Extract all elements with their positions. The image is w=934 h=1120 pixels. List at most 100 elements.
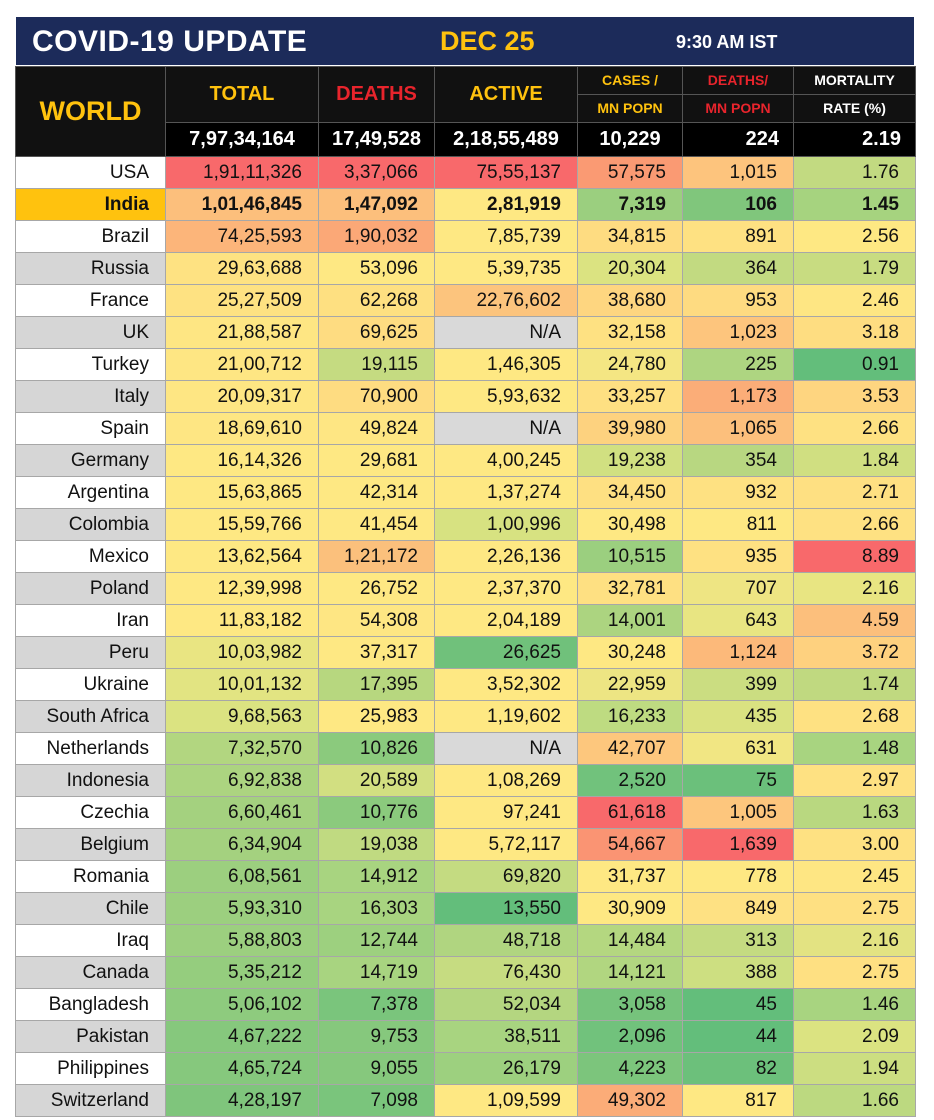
cell-cases-mn: 2,096 xyxy=(577,1020,683,1053)
country-row-italy: Italy 20,09,317 70,900 5,93,632 33,257 1,173 3… xyxy=(15,380,916,413)
country-row-indonesia: Indonesia 6,92,838 20,589 1,08,269 2,520 75 2.… xyxy=(15,764,916,797)
world-deaths-mn-value: 224 xyxy=(682,122,794,157)
cell-total: 10,01,132 xyxy=(165,668,319,701)
header-deaths-mn-label-1: DEATHS/ xyxy=(707,71,769,88)
cell-deaths-mn: 1,005 xyxy=(682,796,794,829)
cell-active: 22,76,602 xyxy=(434,284,578,317)
cell-total: 15,63,865 xyxy=(165,476,319,509)
cell-deaths-mn: 1,639 xyxy=(682,828,794,861)
country-row-netherlands: Netherlands 7,32,570 10,826 N/A 42,707 631 1.4… xyxy=(15,732,916,765)
cell-mortality: 1.79 xyxy=(793,252,916,285)
cell-cases-mn: 22,959 xyxy=(577,668,683,701)
country-row-brazil: Brazil 74,25,593 1,90,032 7,85,739 34,815 891… xyxy=(15,220,916,253)
cell-total: 1,91,11,326 xyxy=(165,156,319,189)
cell-total: 25,27,509 xyxy=(165,284,319,317)
cell-cases-mn: 10,515 xyxy=(577,540,683,573)
cell-total: 21,88,587 xyxy=(165,316,319,349)
cell-mortality: 1.63 xyxy=(793,796,916,829)
cell-cases-mn: 31,737 xyxy=(577,860,683,893)
cell-deaths-mn: 1,015 xyxy=(682,156,794,189)
cell-cases-mn: 32,781 xyxy=(577,572,683,605)
header-mortality-label-1: MORTALITY xyxy=(814,71,895,88)
cell-cases-mn: 39,980 xyxy=(577,412,683,445)
cell-deaths: 1,21,172 xyxy=(318,540,435,573)
cell-active: N/A xyxy=(434,316,578,349)
country-row-turkey: Turkey 21,00,712 19,115 1,46,305 24,780 225 0.… xyxy=(15,348,916,381)
cell-deaths: 54,308 xyxy=(318,604,435,637)
country-row-czechia: Czechia 6,60,461 10,776 97,241 61,618 1,005 1.… xyxy=(15,796,916,829)
header-active: ACTIVE xyxy=(434,66,578,123)
country-row-uk: UK 21,88,587 69,625 N/A 32,158 1,023 3.18 xyxy=(15,316,916,349)
world-active-value: 2,18,55,489 xyxy=(434,122,578,157)
country-name: Iran xyxy=(15,604,166,637)
cell-mortality: 2.46 xyxy=(793,284,916,317)
cell-deaths: 3,37,066 xyxy=(318,156,435,189)
cell-active: 38,511 xyxy=(434,1020,578,1053)
cell-cases-mn: 4,223 xyxy=(577,1052,683,1085)
country-name: Turkey xyxy=(15,348,166,381)
cell-deaths: 42,314 xyxy=(318,476,435,509)
country-name: Czechia xyxy=(15,796,166,829)
cell-total: 4,28,197 xyxy=(165,1084,319,1117)
country-row-philippines: Philippines 4,65,724 9,055 26,179 4,223 82 1.9… xyxy=(15,1052,916,1085)
header-active-label: ACTIVE xyxy=(469,83,543,105)
cell-deaths-mn: 1,065 xyxy=(682,412,794,445)
cell-deaths: 70,900 xyxy=(318,380,435,413)
cell-active: 1,37,274 xyxy=(434,476,578,509)
cell-cases-mn: 3,058 xyxy=(577,988,683,1021)
cell-mortality: 4.59 xyxy=(793,604,916,637)
cell-mortality: 1.46 xyxy=(793,988,916,1021)
cell-deaths: 53,096 xyxy=(318,252,435,285)
cell-total: 4,65,724 xyxy=(165,1052,319,1085)
cell-active: N/A xyxy=(434,412,578,445)
cell-active: 2,26,136 xyxy=(434,540,578,573)
cell-deaths: 25,983 xyxy=(318,700,435,733)
cell-active: 26,625 xyxy=(434,636,578,669)
time-label: 9:30 AM IST xyxy=(676,32,778,52)
cell-deaths-mn: 435 xyxy=(682,700,794,733)
cell-deaths: 12,744 xyxy=(318,924,435,957)
cell-total: 16,14,326 xyxy=(165,444,319,477)
cell-deaths: 29,681 xyxy=(318,444,435,477)
country-row-india: India 1,01,46,845 1,47,092 2,81,919 7,319 106… xyxy=(15,188,916,221)
cell-deaths-mn: 399 xyxy=(682,668,794,701)
country-row-colombia: Colombia 15,59,766 41,454 1,00,996 30,498 811… xyxy=(15,508,916,541)
cell-active: 5,72,117 xyxy=(434,828,578,861)
cell-total: 6,60,461 xyxy=(165,796,319,829)
cell-total: 5,35,212 xyxy=(165,956,319,989)
cell-cases-mn: 38,680 xyxy=(577,284,683,317)
cell-active: 13,550 xyxy=(434,892,578,925)
world-cases-mn-value: 10,229 xyxy=(577,122,683,157)
header-total: TOTAL xyxy=(165,66,319,123)
country-row-switzerland: Switzerland 4,28,197 7,098 1,09,599 49,302 81… xyxy=(15,1084,916,1117)
cell-deaths-mn: 75 xyxy=(682,764,794,797)
cell-mortality: 2.16 xyxy=(793,572,916,605)
cell-total: 11,83,182 xyxy=(165,604,319,637)
cell-deaths-mn: 707 xyxy=(682,572,794,605)
cell-mortality: 2.09 xyxy=(793,1020,916,1053)
cell-mortality: 8.89 xyxy=(793,540,916,573)
country-name: Switzerland xyxy=(15,1084,166,1117)
cell-deaths-mn: 631 xyxy=(682,732,794,765)
cell-deaths: 16,303 xyxy=(318,892,435,925)
country-row-chile: Chile 5,93,310 16,303 13,550 30,909 849 2.75 xyxy=(15,892,916,925)
cell-deaths-mn: 953 xyxy=(682,284,794,317)
country-name: Colombia xyxy=(15,508,166,541)
country-row-ukraine: Ukraine 10,01,132 17,395 3,52,302 22,959 399 1… xyxy=(15,668,916,701)
country-row-russia: Russia 29,63,688 53,096 5,39,735 20,304 364 1.… xyxy=(15,252,916,285)
cell-total: 9,68,563 xyxy=(165,700,319,733)
cell-cases-mn: 16,233 xyxy=(577,700,683,733)
country-row-south-africa: South Africa 9,68,563 25,983 1,19,602 16,233… xyxy=(15,700,916,733)
header-world: WORLD xyxy=(15,66,166,157)
cell-total: 5,93,310 xyxy=(165,892,319,925)
cell-cases-mn: 49,302 xyxy=(577,1084,683,1117)
cell-mortality: 2.97 xyxy=(793,764,916,797)
country-name: Brazil xyxy=(15,220,166,253)
cell-deaths: 14,719 xyxy=(318,956,435,989)
cell-cases-mn: 24,780 xyxy=(577,348,683,381)
cell-cases-mn: 42,707 xyxy=(577,732,683,765)
cell-active: 26,179 xyxy=(434,1052,578,1085)
country-name: Argentina xyxy=(15,476,166,509)
cell-total: 5,06,102 xyxy=(165,988,319,1021)
cell-deaths-mn: 643 xyxy=(682,604,794,637)
